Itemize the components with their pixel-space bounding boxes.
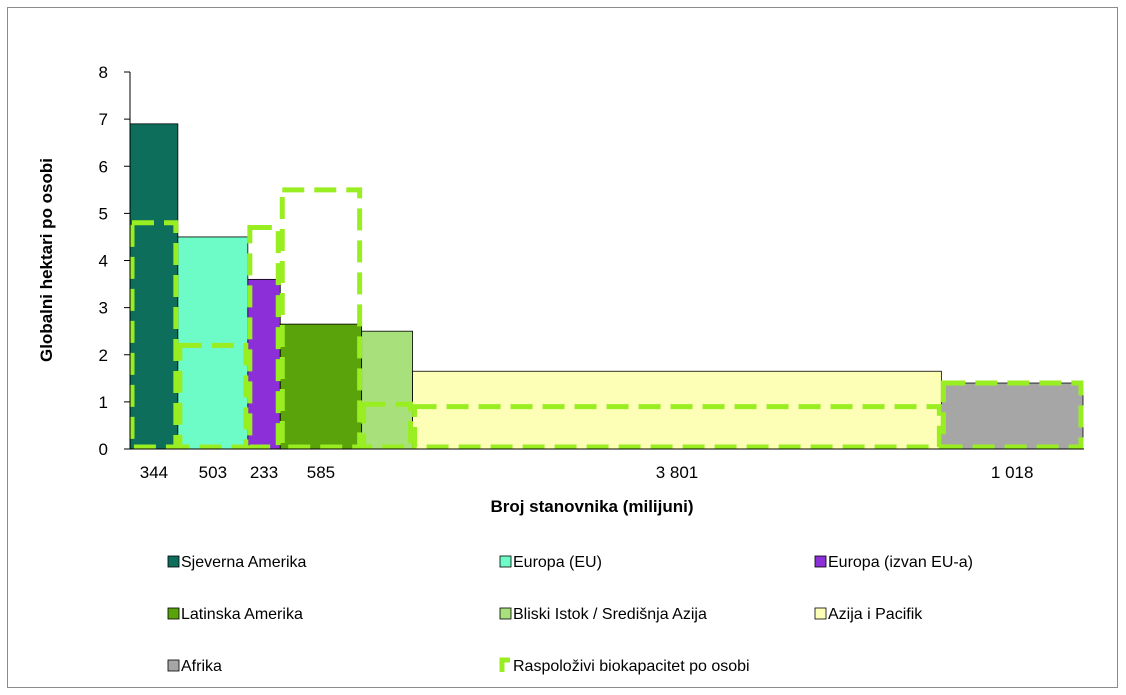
- legend-swatch: [814, 555, 827, 568]
- x-axis-title: Broj stanovnika (milijuni): [490, 497, 693, 516]
- legend-label: Latinska Amerika: [181, 606, 303, 623]
- y-ticks-layer: 0 1 2 3 4 5 6 7 8: [99, 63, 130, 459]
- y-tick-label: 3: [99, 299, 108, 318]
- legend-item-azija-i-pacifik: Azija i Pacifik: [814, 606, 923, 623]
- legend-label: Azija i Pacifik: [828, 606, 923, 623]
- y-tick-label: 4: [99, 252, 108, 271]
- x-labels-layer: 344 503 233 585 3 801 1 018: [140, 463, 1034, 482]
- legend-item-raspolozivi-biokapacitet-po-osobi: Raspoloživi biokapacitet po osobi: [499, 657, 750, 675]
- x-label-latinska-amerika: 585: [307, 463, 335, 482]
- legend-label: Sjeverna Amerika: [181, 554, 306, 571]
- biocapacity-layer: [129, 187, 1084, 450]
- x-label-europa-izvan-eu-a: 233: [250, 463, 278, 482]
- legend-swatch: [499, 657, 510, 672]
- y-axis-title: Globalni hektari po osobi: [37, 158, 56, 362]
- x-label-europa-eu: 503: [199, 463, 227, 482]
- x-label-afrika: 1 018: [991, 463, 1034, 482]
- bar-latinska-amerika: [279, 323, 363, 450]
- biocapacity-sjeverna-amerika: [129, 220, 179, 450]
- legend-label: Bliski Istok / Središnja Azija: [513, 606, 707, 623]
- bar-azija-i-pacifik: [412, 370, 942, 450]
- y-tick-label: 0: [99, 440, 108, 459]
- legend-label: Raspoloživi biokapacitet po osobi: [513, 658, 750, 675]
- legend-swatch: [499, 555, 512, 568]
- biocapacity-bliski-istok-sredisnja-azija: [361, 401, 414, 450]
- legend-swatch: [814, 607, 827, 620]
- y-tick-label: 7: [99, 110, 108, 129]
- y-tick-label: 5: [99, 204, 108, 223]
- x-label-sjeverna-amerika: 344: [140, 463, 168, 482]
- y-tick-label: 8: [99, 63, 108, 82]
- legend-item-afrika: Afrika: [167, 658, 222, 675]
- legend-swatch: [499, 607, 512, 620]
- bars-layer: [129, 123, 1084, 450]
- y-tick-label: 6: [99, 157, 108, 176]
- legend-item-bliski-istok-sredisnja-azija: Bliski Istok / Središnja Azija: [499, 606, 707, 623]
- bar-afrika: [940, 382, 1084, 450]
- biocapacity-azija-i-pacifik: [412, 404, 942, 450]
- legend-item-sjeverna-amerika: Sjeverna Amerika: [167, 554, 306, 571]
- x-label-azija-i-pacifik: 3 801: [656, 463, 699, 482]
- y-tick-label: 1: [99, 393, 108, 412]
- legend-label: Afrika: [181, 658, 222, 675]
- y-tick-label: 2: [99, 346, 108, 365]
- legend-label: Europa (EU): [513, 554, 602, 571]
- biocapacity-latinska-amerika: [279, 187, 363, 450]
- bar-sjeverna-amerika: [129, 123, 179, 450]
- legend-item-europa-izvan-eu-a: Europa (izvan EU-a): [814, 554, 973, 571]
- legend-swatch: [167, 607, 180, 620]
- legend-swatch: [167, 555, 180, 568]
- bar-bliski-istok-sredisnja-azija: [361, 330, 413, 450]
- legend-item-europa-eu: Europa (EU): [499, 554, 602, 571]
- biocapacity-afrika: [940, 380, 1084, 450]
- legend: Sjeverna Amerika Europa (EU) Europa (izvan…: [167, 554, 973, 675]
- biocapacity-europa-eu: [177, 342, 249, 450]
- biocapacity-europa-izvan-eu-a: [247, 225, 281, 450]
- legend-item-latinska-amerika: Latinska Amerika: [167, 606, 303, 623]
- legend-label: Europa (izvan EU-a): [828, 554, 973, 571]
- legend-swatch: [167, 659, 180, 672]
- bar-europa-izvan-eu-a: [247, 278, 281, 450]
